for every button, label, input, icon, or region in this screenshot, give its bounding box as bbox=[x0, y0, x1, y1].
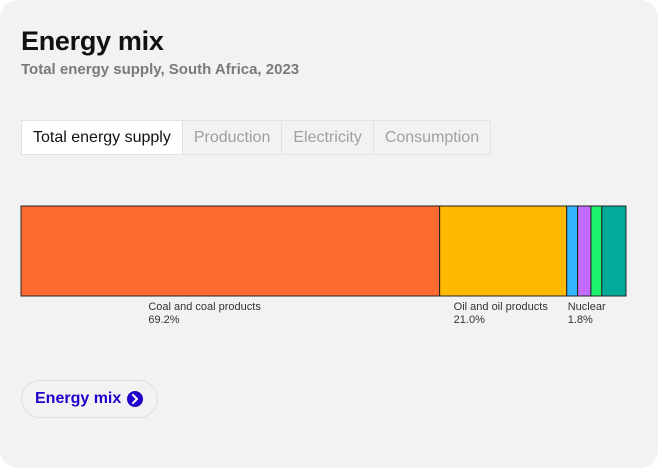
segment-value-nuclear: 1.8% bbox=[568, 314, 593, 326]
bar-segment-unlabeled-4[interactable] bbox=[590, 205, 603, 297]
segment-value-coal-and-coal-products: 69.2% bbox=[148, 314, 179, 326]
tab-total-energy-supply[interactable]: Total energy supply bbox=[22, 121, 183, 154]
bar-segment-oil-and-oil-products[interactable] bbox=[439, 205, 568, 297]
energy-mix-link-label: Energy mix bbox=[35, 390, 122, 407]
bar-segment-unlabeled-5[interactable] bbox=[601, 205, 627, 297]
chevron-right-circle-icon bbox=[127, 391, 144, 407]
bar-segment-nuclear[interactable] bbox=[566, 205, 579, 297]
tab-bar: Total energy supply Production Electrici… bbox=[21, 120, 492, 155]
page-title: Energy mix bbox=[21, 26, 164, 56]
tab-electricity[interactable]: Electricity bbox=[282, 121, 374, 154]
bar-segment-coal-and-coal-products[interactable] bbox=[20, 205, 441, 297]
bar-segment-unlabeled-3[interactable] bbox=[577, 205, 592, 297]
segment-value-oil-and-oil-products: 21.0% bbox=[454, 314, 485, 326]
energy-mix-link-button[interactable]: Energy mix bbox=[21, 380, 159, 418]
segment-label-coal-and-coal-products: Coal and coal products bbox=[148, 301, 261, 313]
tab-consumption[interactable]: Consumption bbox=[373, 121, 491, 154]
tab-production[interactable]: Production bbox=[182, 121, 283, 154]
page-subtitle: Total energy supply, South Africa, 2023 bbox=[21, 61, 300, 78]
segment-label-oil-and-oil-products: Oil and oil products bbox=[454, 301, 549, 313]
segment-label-nuclear: Nuclear bbox=[568, 301, 606, 313]
